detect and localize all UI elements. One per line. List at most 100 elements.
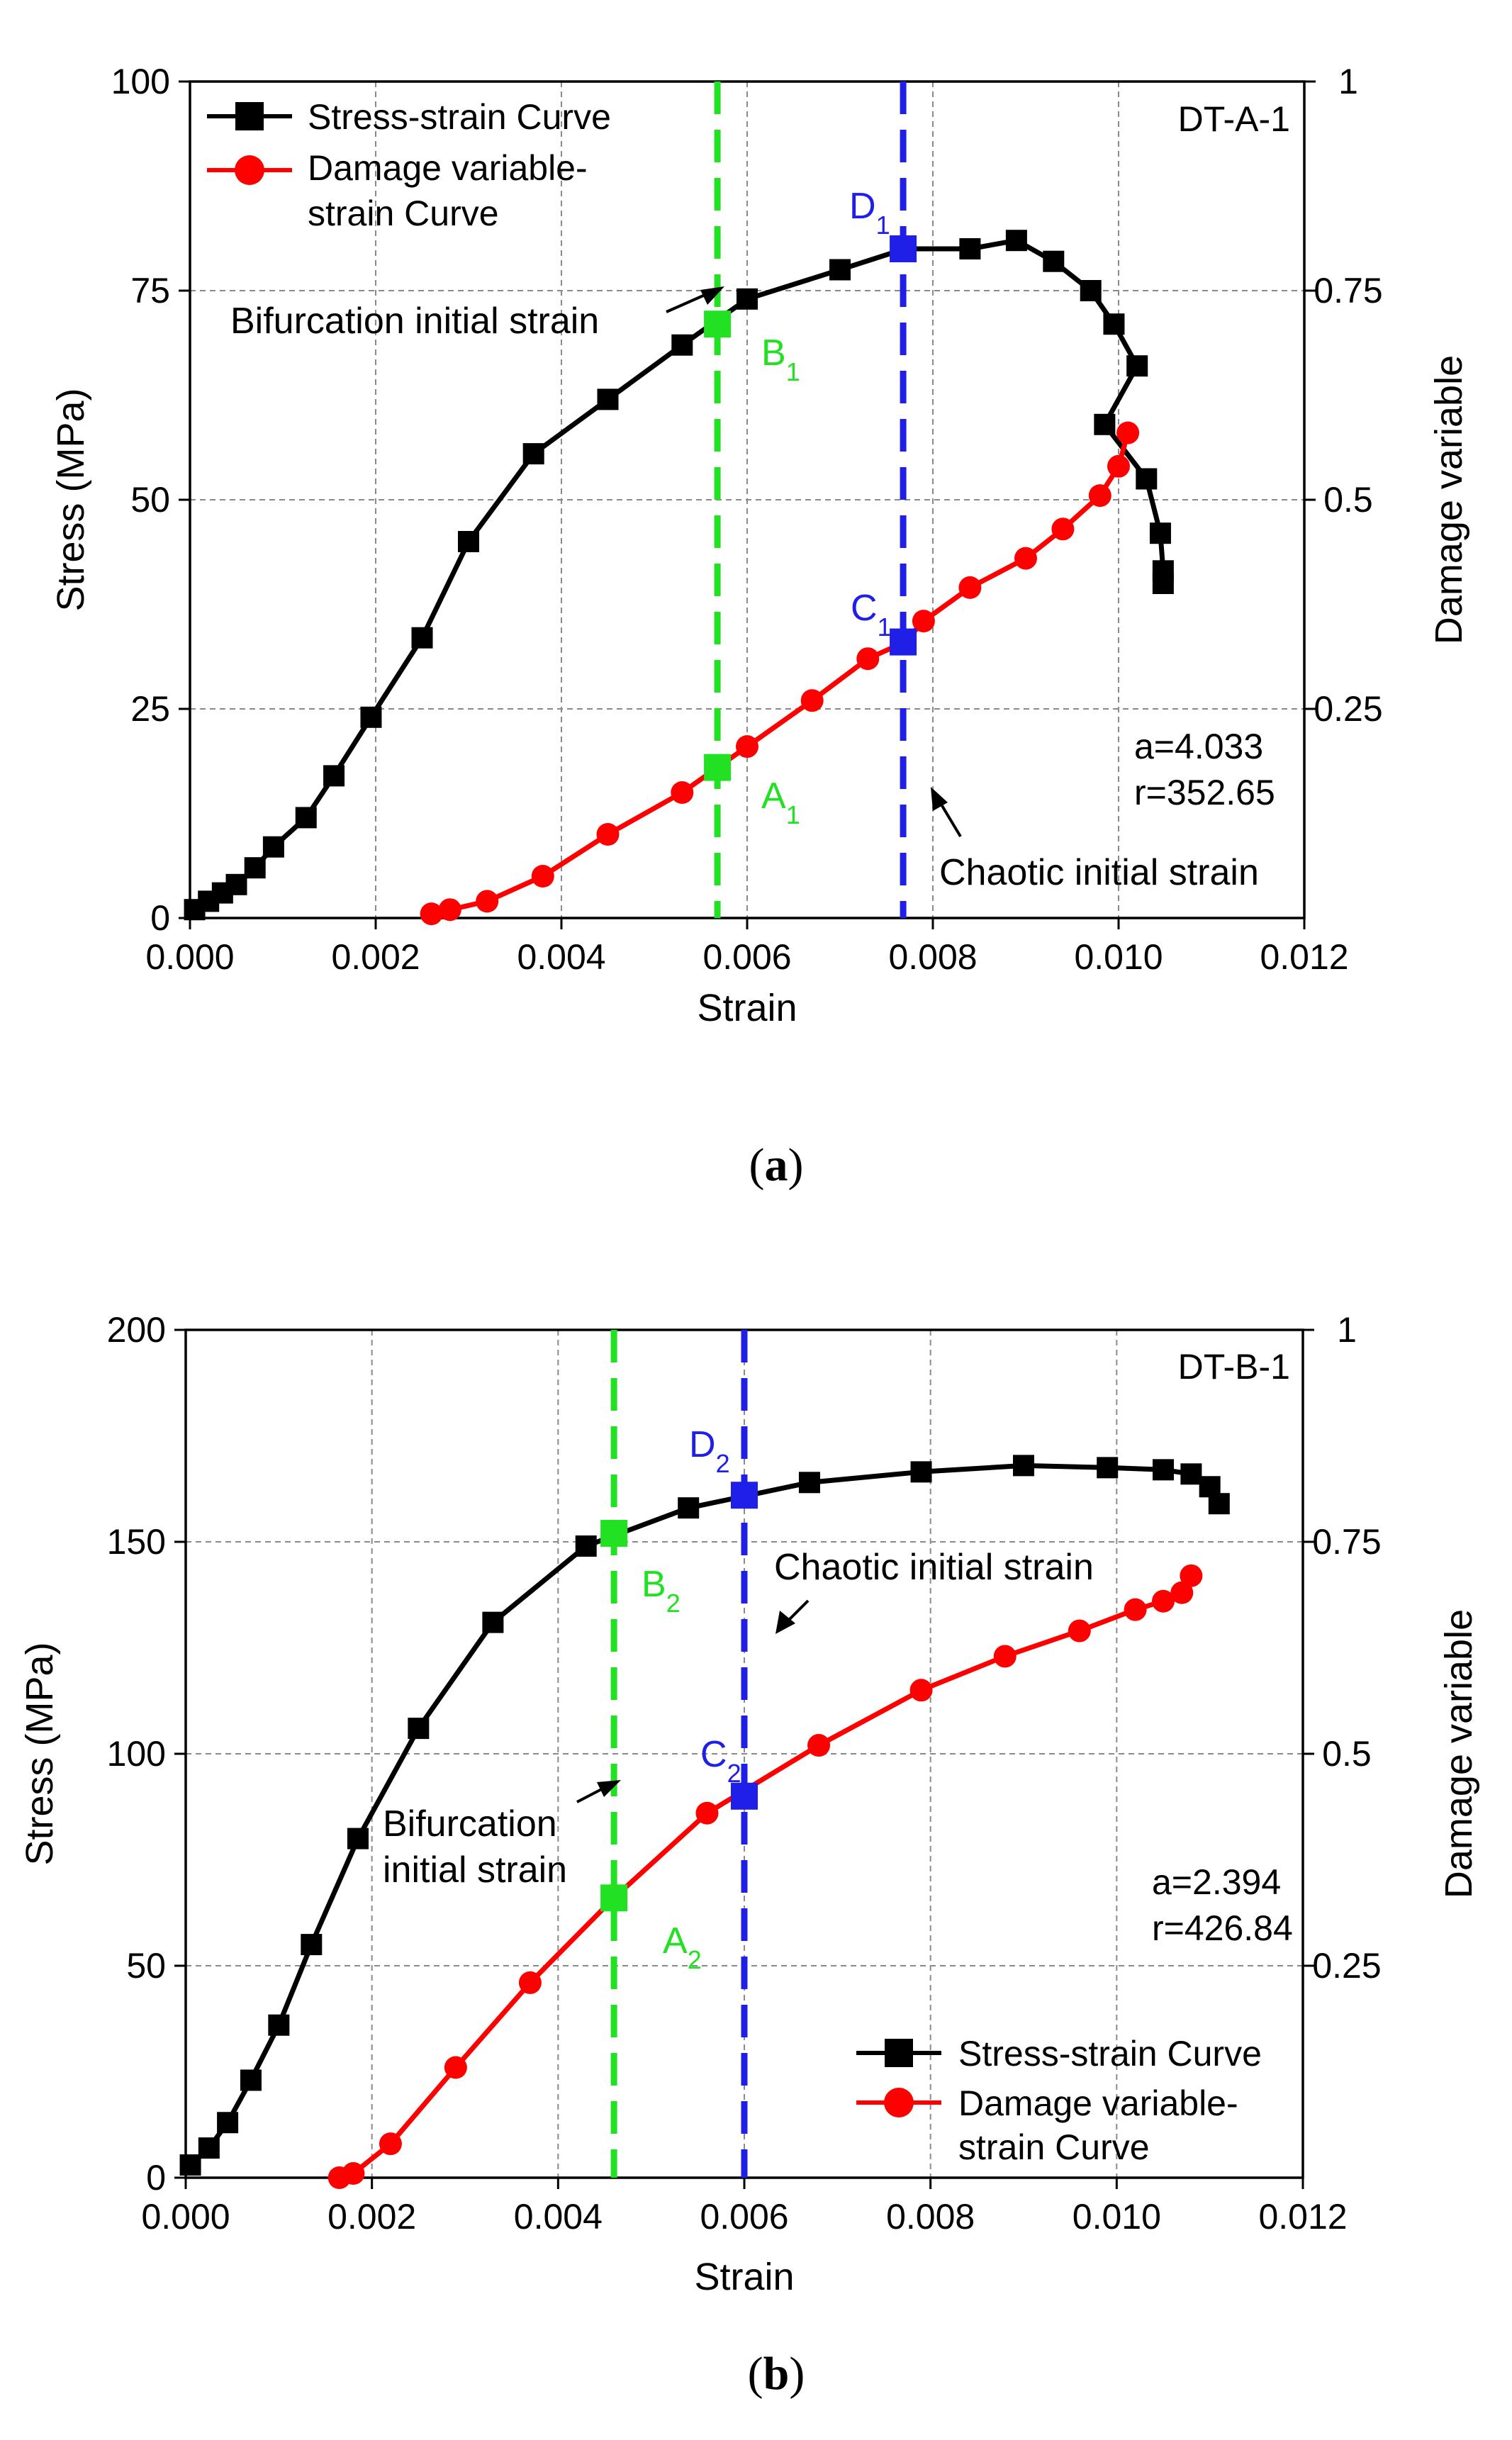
y-axis-label-b: Stress (MPa) xyxy=(18,1642,61,1865)
tick-labels-a: 0.000 0.002 0.004 0.006 0.008 0.010 0.012 0 25 50… xyxy=(111,62,1383,977)
stress-marker xyxy=(1126,355,1148,377)
x-tick-label: 0.008 xyxy=(886,2197,975,2237)
legend-damage-label-2-b: strain Curve xyxy=(958,2127,1150,2167)
damage-marker xyxy=(1068,1619,1091,1642)
key-points-a xyxy=(704,235,917,781)
stress-marker xyxy=(1136,468,1158,490)
stress-marker xyxy=(240,2069,262,2091)
y-tick-label: 0 xyxy=(146,2158,166,2198)
damage-marker xyxy=(800,689,824,712)
point-b-marker xyxy=(600,1520,628,1548)
stress-marker xyxy=(225,873,247,895)
y2-tick-label: 1 xyxy=(1338,62,1358,101)
damage-marker xyxy=(531,865,554,888)
point-d-marker xyxy=(890,235,917,262)
legend-stress-marker-b xyxy=(885,2039,913,2067)
point-a-marker xyxy=(600,1884,628,1912)
x-tick-label: 0.010 xyxy=(1073,2197,1161,2237)
param-a-b: a=2.394 xyxy=(1152,1862,1281,1902)
stress-marker xyxy=(360,706,382,728)
x-tick-label: 0.012 xyxy=(1260,937,1348,977)
damage-marker xyxy=(671,781,694,804)
chaotic-annotation-a: Chaotic initial strain xyxy=(939,852,1259,893)
stress-marker xyxy=(1152,573,1174,594)
stress-marker xyxy=(737,288,758,310)
stress-marker xyxy=(1208,1493,1230,1515)
point-b-label-b: B2 xyxy=(642,1564,681,1618)
stress-marker xyxy=(217,2112,239,2134)
stress-marker xyxy=(268,2014,290,2036)
damage-marker xyxy=(518,1971,542,1994)
point-c-marker xyxy=(890,628,917,656)
x-tick-label: 0.006 xyxy=(702,937,791,977)
stress-marker xyxy=(295,807,317,829)
stress-marker xyxy=(323,765,345,787)
stress-marker xyxy=(1043,250,1065,272)
point-a-label-a: A1 xyxy=(761,776,800,829)
stress-marker xyxy=(597,388,619,410)
legend-damage-marker-a xyxy=(235,155,264,185)
y-tick-label: 150 xyxy=(107,1522,166,1562)
chaotic-arrow-head-a xyxy=(931,787,948,811)
caption-a: (a) xyxy=(749,1139,804,1191)
y-tick-label: 25 xyxy=(130,689,170,729)
damage-marker xyxy=(856,647,880,671)
panel-b: 0.000 0.002 0.004 0.006 0.008 0.010 0.01205010… xyxy=(18,1310,1480,2400)
ticks-b xyxy=(174,1328,1314,2189)
damage-marker xyxy=(736,735,758,759)
damage-marker xyxy=(342,2162,365,2186)
vlines-b xyxy=(610,1330,748,2178)
damage-marker xyxy=(438,898,461,922)
y2-tick-label: 0.5 xyxy=(1322,1734,1372,1774)
y2-tick-label: 0.75 xyxy=(1312,1522,1381,1562)
x-tick-label: 0.004 xyxy=(517,937,605,977)
y2-tick-label: 0.25 xyxy=(1314,689,1382,729)
stress-marker xyxy=(575,1535,597,1557)
damage-marker xyxy=(379,2132,402,2156)
stress-marker xyxy=(262,836,284,858)
y2-tick-label: 0.25 xyxy=(1312,1946,1381,1986)
stress-marker xyxy=(179,2154,201,2176)
damage-marker xyxy=(420,902,443,926)
damage-marker xyxy=(909,1679,933,1702)
stress-marker xyxy=(1013,1455,1034,1477)
bifurcation-arrow-head-a xyxy=(700,286,724,305)
damage-marker xyxy=(912,610,935,633)
x-tick-label: 0.000 xyxy=(145,937,234,977)
stress-marker xyxy=(910,1461,932,1483)
stress-marker xyxy=(1153,1459,1174,1481)
x-axis-label-a: Strain xyxy=(697,987,797,1029)
chaotic-annotation-b: Chaotic initial strain xyxy=(774,1547,1094,1588)
damage-marker xyxy=(1170,1581,1194,1604)
stress-marker xyxy=(522,443,544,465)
damage-marker xyxy=(1116,421,1140,444)
y-tick-label: 50 xyxy=(126,1946,166,1986)
point-d-label-b: D2 xyxy=(689,1424,730,1478)
point-c-label-b: C2 xyxy=(700,1734,741,1788)
panel-a: 0.000 0.002 0.004 0.006 0.008 0.010 0.012 0 25 50… xyxy=(50,62,1470,1191)
stress-marker xyxy=(347,1828,369,1849)
damage-marker xyxy=(476,890,499,913)
damage-marker xyxy=(1088,484,1111,508)
legend-damage-label-1-b: Damage variable- xyxy=(958,2083,1238,2123)
stress-marker xyxy=(671,334,693,356)
stress-marker xyxy=(829,259,851,281)
bifurcation-arrow-head-b xyxy=(597,1780,621,1797)
series-b xyxy=(179,1455,1230,2189)
stress-marker xyxy=(1097,1457,1119,1479)
legend-a: Stress-strain Curve Damage variable- str… xyxy=(207,97,611,233)
damage-marker xyxy=(1014,547,1037,570)
point-b-marker xyxy=(704,310,732,338)
x-tick-label: 0.006 xyxy=(700,2197,788,2237)
legend-damage-label-2-a: strain Curve xyxy=(308,194,499,233)
bifurcation-annotation-line1-b: Bifurcation xyxy=(383,1803,557,1845)
y-axis-label-a: Stress (MPa) xyxy=(50,388,92,611)
y-tick-label: 50 xyxy=(130,480,170,520)
param-r-a: r=352.65 xyxy=(1134,773,1275,812)
point-a-label-b: A2 xyxy=(663,1920,702,1974)
y-tick-label: 75 xyxy=(130,271,170,310)
bifurcation-annotation-a: Bifurcation initial strain xyxy=(230,301,599,342)
caption-b: (b) xyxy=(748,2348,805,2400)
stress-marker xyxy=(1103,313,1125,335)
